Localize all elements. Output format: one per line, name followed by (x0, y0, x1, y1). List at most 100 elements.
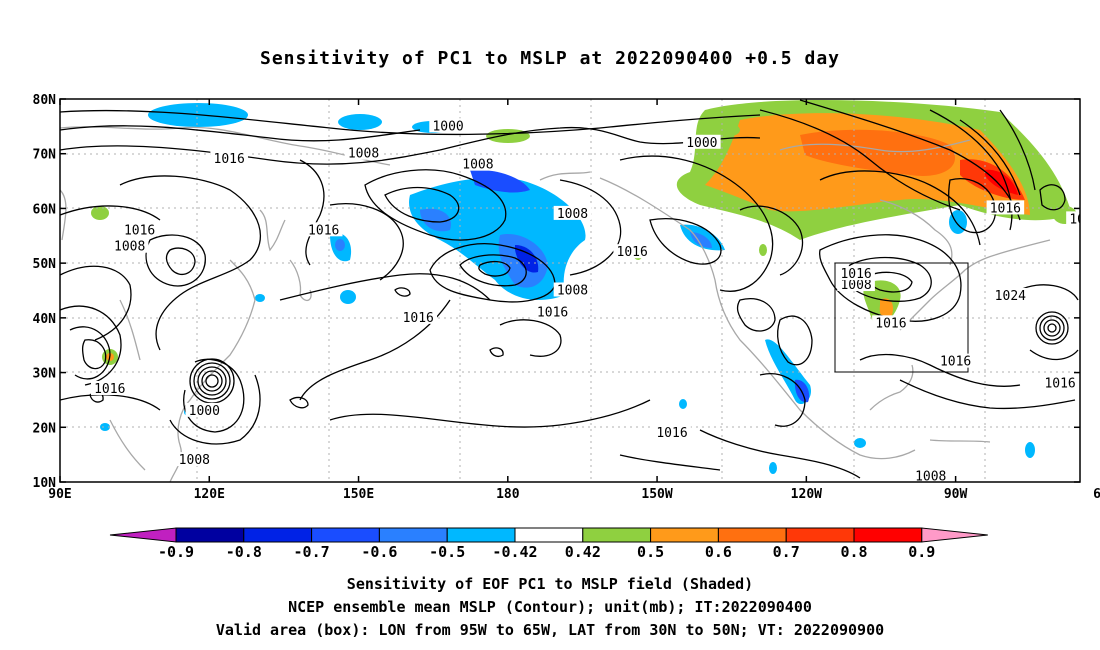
contour-label: 1016 (936, 353, 975, 370)
contour-label: 1016 (304, 222, 343, 238)
contour-label: 1016 (872, 315, 910, 331)
lon-tick-label: 90E (48, 487, 71, 502)
colorbar-level-label: -0.7 (294, 543, 330, 561)
contour-label-text: 1016 (840, 267, 871, 282)
lon-tick-label: 150E (343, 487, 374, 502)
contour-label-text: 1016 (656, 426, 687, 441)
colorbar-level-label: 0.6 (705, 543, 732, 561)
colorbar-segment (175, 527, 245, 543)
contour-label-text: 1016 (875, 316, 906, 331)
contour-label-text: 1000 (432, 119, 463, 134)
contour-label-text: 1016 (940, 355, 971, 370)
footer-line-1: Sensitivity of EOF PC1 to MSLP field (Sh… (346, 575, 754, 593)
contour-label: 1016 (1041, 375, 1079, 392)
lat-tick-label: 70N (33, 148, 57, 163)
contour-label: 1000 (683, 134, 721, 151)
lat-tick-label: 40N (33, 312, 57, 327)
lon-tick-label: 90W (944, 487, 968, 502)
contour-label-text: 1008 (462, 158, 493, 173)
contour-label: 1016 (837, 266, 875, 282)
lat-tick-label: 50N (33, 257, 57, 272)
lat-tick-label: 30N (33, 367, 57, 382)
contour-label-text: 1016 (537, 305, 568, 320)
contour-label-text: 1016 (308, 223, 339, 238)
contour-label-text: 1000 (686, 136, 717, 151)
lon-tick-label: 120E (194, 487, 225, 502)
contour-label-text: 1008 (557, 207, 588, 222)
colorbar-level-label: -0.8 (226, 543, 262, 561)
longitude-axis: 90E 120E 150E 180 150W 120W 90W 60W (48, 99, 1100, 502)
contour-label-text: 1016 (1044, 377, 1075, 392)
contour-label: 1008 (110, 238, 149, 255)
colorbar-segment (785, 527, 855, 543)
lat-tick-label: 20N (33, 421, 57, 436)
valid-area-box (834, 262, 969, 373)
contour-label-text: 1008 (915, 470, 946, 485)
contour-label: 1008 (459, 156, 497, 173)
colorbar-level-label: 0.7 (773, 543, 800, 561)
colorbar-max-triangle (921, 527, 988, 543)
lat-tick-label: 10N (33, 476, 57, 491)
colorbar-segment (582, 527, 652, 543)
lat-tick-label: 60N (33, 202, 57, 217)
colorbar-level-label: 0.8 (840, 543, 867, 561)
colorbar-segment (243, 527, 313, 543)
latitude-axis: 80N 70N 60N 50N 40N 30N 20N 10N (33, 93, 1080, 491)
footer-line-2: NCEP ensemble mean MSLP (Contour); unit(… (288, 598, 812, 616)
colorbar: -0.9 -0.8 -0.7 -0.6 -0.5 -0.42 0.42 0.5 0.6 0.7 0.… (109, 527, 988, 561)
colorbar-segment (853, 527, 923, 543)
contour-label-text: 1024 (995, 289, 1026, 304)
colorbar-segment (717, 527, 787, 543)
coastlines (60, 126, 1051, 482)
contour-label-text: 1008 (557, 284, 588, 299)
colorbar-segment (650, 527, 719, 543)
colorbar-level-label: -0.6 (361, 543, 397, 561)
contour-label: 1016 (533, 304, 572, 320)
contour-label-text: 1008 (179, 453, 210, 468)
colorbar-level-label: -0.5 (429, 543, 465, 561)
colorbar-segment (311, 527, 380, 543)
contour-label: 1008 (911, 468, 950, 485)
contour-label-text: 1016 (214, 152, 245, 167)
lat-tick-label: 80N (33, 93, 57, 108)
lon-tick-label: 180 (496, 487, 520, 502)
contour-label: 1016 (90, 380, 129, 397)
contour-label: 1008 (553, 282, 592, 299)
contour-label-text: 1008 (114, 240, 145, 255)
contour-label: 1016 (399, 309, 438, 326)
contour-label-text: 1000 (189, 404, 220, 419)
lon-tick-label: 120W (791, 487, 822, 502)
footer-line-3: Valid area (box): LON from 95W to 65W, L… (215, 621, 885, 639)
contour-label: 1024 (991, 287, 1030, 304)
contour-label: 1000 (185, 402, 224, 419)
colorbar-level-label: 0.5 (637, 543, 664, 561)
colorbar-level-label: 0.9 (908, 543, 935, 561)
plot-frame (59, 98, 1081, 483)
contour-label: 1008 (553, 205, 592, 222)
mslp-contours (60, 99, 1079, 479)
contour-label-text: 1008 (840, 278, 871, 293)
contour-label-text: 1008 (348, 147, 379, 162)
colorbar-level-label: 0.42 (565, 543, 601, 561)
contour-label: 1016 (613, 244, 651, 260)
colorbar-min-triangle (109, 527, 177, 543)
contour-label: 1008 (175, 452, 214, 468)
colorbar-segment (514, 527, 584, 543)
contour-label-text: 1016 (617, 245, 648, 260)
contour-label: 1016 (120, 222, 159, 238)
contour-label-text: 1016 (990, 201, 1021, 216)
lon-tick-label: 60W (1093, 487, 1100, 502)
contour-label: 1008 (837, 277, 875, 293)
contour-label-text: 1016 (94, 382, 125, 397)
colorbar-level-label: -0.9 (158, 543, 194, 561)
contour-label: 1016 (653, 424, 691, 441)
contour-label-text: 1016 (124, 223, 155, 238)
contour-label: 1008 (1066, 211, 1080, 227)
map-title: Sensitivity of PC1 to MSLP at 2022090400… (259, 48, 840, 69)
lon-tick-label: 150W (641, 487, 672, 502)
contour-label: 1016 (986, 200, 1025, 216)
colorbar-level-label: -0.42 (492, 543, 537, 561)
contour-label-text: 1016 (403, 311, 434, 326)
